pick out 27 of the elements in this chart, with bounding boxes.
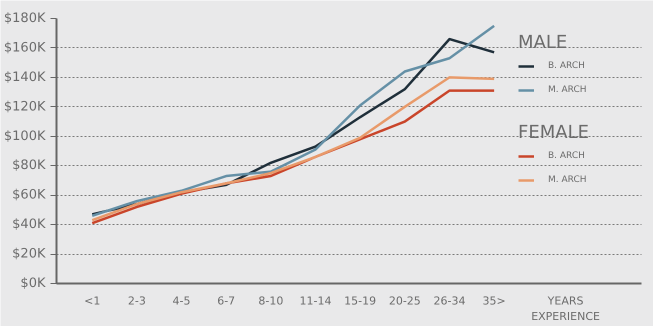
x-tick-label: 2-3	[128, 294, 146, 308]
y-tick-label: $0K	[20, 276, 46, 291]
legend-label: B. ARCH	[548, 61, 585, 71]
x-tick-label: 6-7	[217, 294, 236, 308]
y-tick-label: $100K	[4, 128, 46, 144]
y-tick-label: $40K	[12, 217, 46, 232]
x-tick-label: 26-34	[433, 294, 466, 308]
y-tick-label: $140K	[4, 70, 46, 85]
x-tick-label: 15-19	[344, 294, 376, 308]
x-tick-label: 11-14	[300, 294, 332, 308]
x-tick-label: 8-10	[258, 294, 284, 308]
x-tick-label: 20-25	[388, 294, 421, 308]
y-tick-label: $180K	[4, 11, 46, 26]
y-tick-label: $80K	[12, 158, 46, 174]
legend-label: M. ARCH	[548, 85, 587, 95]
x-tick-label: 35>	[482, 294, 506, 308]
y-tick-label: $60K	[12, 188, 46, 203]
x-tick-label: 4-5	[172, 294, 191, 308]
x-tick-label: <1	[84, 294, 100, 308]
y-tick-label: $20K	[12, 246, 46, 262]
y-tick-label: $120K	[4, 99, 46, 114]
y-tick-label: $160K	[4, 40, 46, 56]
x-axis-title: YEARS EXPERIENCE	[531, 294, 600, 324]
legend-label: M. ARCH	[548, 175, 587, 185]
legend-label: B. ARCH	[548, 151, 585, 161]
text: FEMALE	[518, 122, 589, 143]
text: MALE	[518, 32, 568, 53]
